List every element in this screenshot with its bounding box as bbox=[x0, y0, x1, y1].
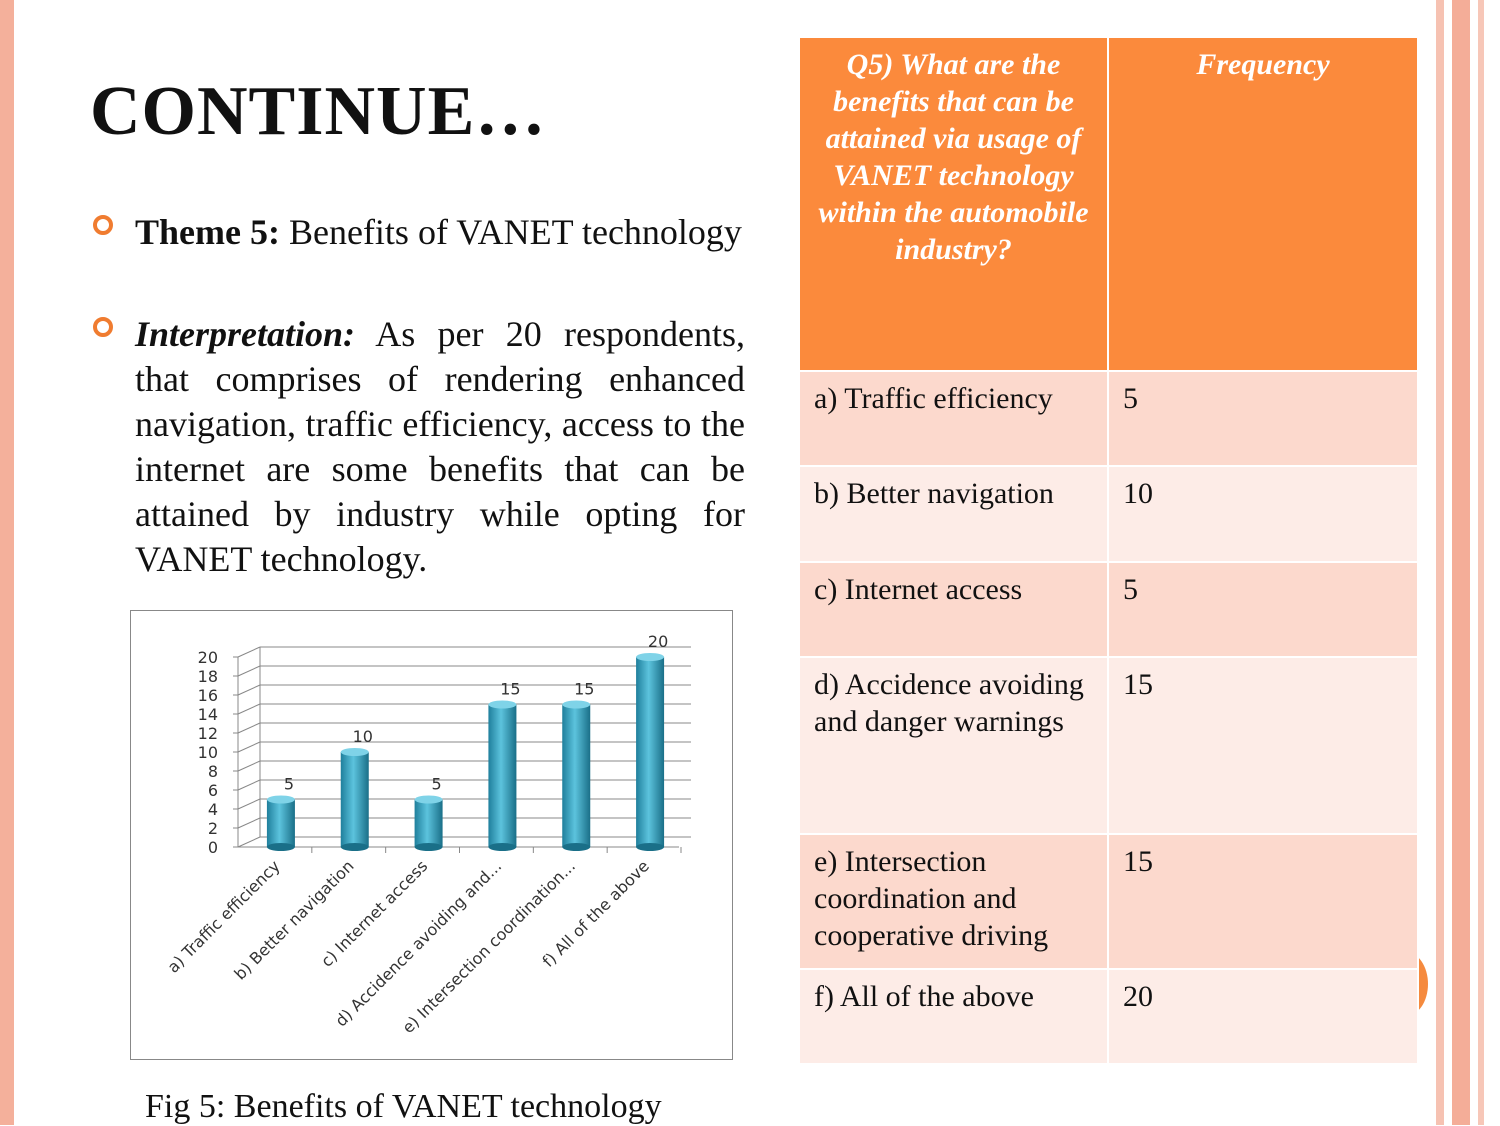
grid-line bbox=[237, 646, 261, 658]
y-tick-label: 18 bbox=[198, 667, 218, 686]
bar bbox=[414, 795, 443, 851]
y-tick-label: 6 bbox=[208, 781, 218, 800]
value-label: 15 bbox=[574, 680, 594, 699]
cell: f) All of the above bbox=[798, 968, 1109, 1065]
header-cell: Q5) What are the benefits that can be at… bbox=[798, 36, 1109, 372]
y-tick-label: 16 bbox=[198, 686, 218, 705]
bullet: Theme 5: Benefits of VANET technology bbox=[93, 210, 745, 255]
grid-line bbox=[237, 665, 261, 677]
value-label: 5 bbox=[284, 775, 294, 794]
grid-line bbox=[237, 703, 261, 715]
grid-line bbox=[237, 684, 261, 696]
cell: 5 bbox=[1107, 370, 1419, 467]
slide-title: CONTINUE… bbox=[90, 73, 547, 150]
left-stripe bbox=[0, 0, 14, 1125]
right-stripe bbox=[1478, 0, 1484, 1125]
bullet-text: As per 20 respondents, that comprises of… bbox=[135, 314, 745, 579]
y-tick-label: 20 bbox=[198, 648, 218, 667]
y-tick-label: 0 bbox=[208, 838, 218, 857]
y-tick-label: 2 bbox=[208, 819, 218, 838]
cell: 15 bbox=[1107, 656, 1419, 835]
y-tick-label: 14 bbox=[198, 705, 218, 724]
bullet: Interpretation: As per 20 respondents, t… bbox=[93, 312, 745, 582]
y-tick-label: 4 bbox=[208, 800, 218, 819]
cell: 10 bbox=[1107, 465, 1419, 563]
bar bbox=[562, 700, 591, 851]
bar bbox=[340, 748, 369, 851]
grid-line bbox=[237, 760, 261, 772]
y-tick-label: 12 bbox=[198, 724, 218, 743]
bullet-label: Interpretation: bbox=[135, 314, 356, 354]
cell: d) Accidence avoiding and danger warning… bbox=[798, 656, 1109, 835]
grid-line bbox=[237, 817, 261, 829]
x-tick-label: b) Better navigation bbox=[230, 856, 357, 983]
right-stripe bbox=[1436, 0, 1444, 1125]
header-cell: Frequency bbox=[1107, 36, 1419, 372]
cell: e) Intersection coordination and coopera… bbox=[798, 833, 1109, 970]
grid-line bbox=[237, 798, 261, 810]
right-stripe bbox=[1452, 0, 1470, 1125]
cell: 15 bbox=[1107, 833, 1419, 970]
bar bbox=[266, 795, 295, 851]
cell: b) Better navigation bbox=[798, 465, 1109, 563]
value-label: 10 bbox=[353, 727, 373, 746]
bullet-label: Theme 5: bbox=[135, 212, 280, 252]
bullet-text: Benefits of VANET technology bbox=[288, 212, 742, 252]
value-label: 20 bbox=[648, 632, 668, 651]
cell: c) Internet access bbox=[798, 561, 1109, 658]
cell: 20 bbox=[1107, 968, 1419, 1065]
figure-caption: Fig 5: Benefits of VANET technology bbox=[145, 1088, 662, 1125]
y-tick-label: 10 bbox=[198, 743, 218, 762]
frequency-table: Q5) What are the benefits that can be at… bbox=[798, 36, 1419, 1065]
cell: a) Traffic efficiency bbox=[798, 370, 1109, 467]
bar bbox=[488, 700, 517, 851]
cell: 5 bbox=[1107, 561, 1419, 658]
grid-line bbox=[237, 836, 261, 848]
grid-line bbox=[237, 741, 261, 753]
bar bbox=[636, 653, 665, 851]
y-tick-label: 8 bbox=[208, 762, 218, 781]
chart-frame: 0 2 4 6 8 10 12 14 16 18 20 5 a) Traffic efficiency 1… bbox=[130, 610, 733, 1060]
value-label: 15 bbox=[500, 680, 520, 699]
grid-line bbox=[237, 722, 261, 734]
grid-line bbox=[237, 779, 261, 791]
value-label: 5 bbox=[431, 775, 441, 794]
